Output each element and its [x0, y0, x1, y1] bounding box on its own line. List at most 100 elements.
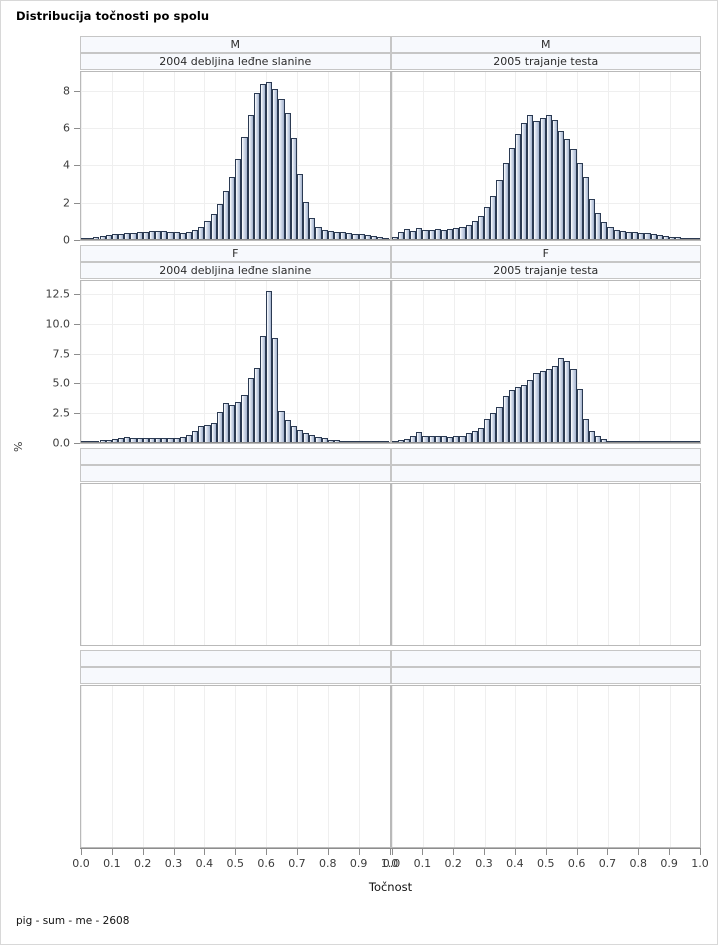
x-axis-tick-mark — [328, 849, 329, 855]
histogram-panel-r3-c2 — [390, 483, 701, 646]
x-axis-tick-mark — [392, 849, 393, 855]
gridline-vertical — [607, 484, 609, 645]
panel-baseline — [391, 442, 700, 443]
y-axis-tick-mark — [74, 128, 80, 129]
panel-header-trait-r4-c2 — [390, 667, 701, 684]
panel-header-trait-r2-c2: 2005 trajanje testa — [390, 262, 701, 279]
panel-header-sex-r3-c1 — [80, 448, 391, 465]
x-axis-tick-label: 0.5 — [226, 857, 245, 870]
x-axis-tick-mark — [112, 849, 113, 855]
y-axis-tick-label: 8 — [63, 84, 70, 98]
histogram-panel-r4-c2 — [390, 685, 701, 848]
gridline-horizontal — [391, 294, 700, 296]
gridline-vertical — [81, 281, 82, 443]
gridline-vertical — [235, 72, 236, 240]
panel-header-trait-r3-c1 — [80, 465, 391, 482]
x-axis-tick-mark — [700, 849, 701, 855]
y-axis-tick-label: 2.5 — [52, 406, 71, 420]
x-axis-tick-label: 0.3 — [164, 857, 183, 870]
x-axis-tick-mark — [669, 849, 670, 855]
gridline-vertical — [266, 686, 267, 847]
gridline-vertical — [453, 72, 455, 240]
panel-header-sex-r4-c1 — [80, 650, 391, 667]
gridline-vertical — [669, 686, 671, 847]
gridline-vertical — [297, 281, 298, 443]
gridline-vertical — [422, 484, 424, 645]
gridline-vertical — [607, 686, 609, 847]
gridline-horizontal — [392, 443, 701, 444]
x-axis-tick-label: 0.0 — [72, 857, 90, 870]
gridline-vertical — [638, 686, 640, 847]
gridline-vertical — [328, 686, 329, 847]
gridline-vertical — [545, 281, 547, 443]
panel-baseline — [391, 239, 700, 240]
x-axis-tick-label: 0.6 — [567, 857, 586, 870]
gridline-vertical — [143, 686, 144, 847]
gridline-vertical — [545, 686, 547, 847]
x-axis-tick-mark — [359, 849, 360, 855]
x-axis-tick-label: 0.9 — [349, 857, 368, 870]
x-axis-tick-label: 0.8 — [629, 857, 648, 870]
y-axis-tick-label: 0 — [63, 233, 70, 247]
gridline-vertical — [235, 484, 236, 645]
gridline-vertical — [453, 484, 455, 645]
x-axis-tick-mark — [577, 849, 578, 855]
gridline-vertical — [607, 281, 609, 443]
gridline-horizontal — [81, 294, 390, 296]
gridline-vertical — [422, 72, 424, 240]
x-axis-tick-mark — [484, 849, 485, 855]
panel-header-trait-r1-c1: 2004 debljina leđne slanine — [80, 53, 391, 70]
gridline-vertical — [701, 72, 702, 240]
gridline-vertical — [204, 281, 205, 443]
gridline-vertical — [638, 72, 640, 240]
y-axis-label: % — [12, 441, 25, 452]
x-axis-tick-label: 1.0 — [691, 857, 709, 870]
y-axis-tick-mark — [74, 240, 80, 241]
y-axis-tick-mark — [74, 383, 80, 384]
histogram-panel-r3-c1 — [80, 483, 391, 646]
y-axis-tick-mark — [74, 354, 80, 355]
gridline-horizontal — [81, 128, 390, 129]
panel-header-trait-r4-c1 — [80, 667, 391, 684]
gridline-vertical — [235, 686, 236, 847]
gridline-vertical — [266, 484, 267, 645]
y-axis-tick-label: 5.0 — [52, 376, 71, 390]
y-axis-tick-mark — [74, 443, 80, 444]
gridline-vertical — [453, 686, 455, 847]
x-axis-tick-label: 0.1 — [413, 857, 432, 870]
gridline-horizontal — [81, 90, 390, 92]
x-axis-label: Točnost — [368, 880, 413, 894]
x-axis-tick-label: 0.8 — [319, 857, 337, 870]
gridline-vertical — [359, 484, 360, 645]
gridline-horizontal — [391, 353, 700, 355]
panel-baseline — [81, 239, 390, 240]
x-axis-tick-mark — [174, 849, 175, 855]
panel-header-trait-r2-c1: 2004 debljina leđne slanine — [80, 262, 391, 279]
x-axis-tick-label: 0.5 — [537, 857, 555, 870]
gridline-vertical — [204, 484, 205, 645]
gridline-vertical — [669, 72, 671, 240]
x-axis-tick-label: 1.0 — [380, 857, 399, 870]
gridline-vertical — [359, 72, 360, 240]
footnote: pig - sum - me - 2608 — [16, 915, 130, 927]
panel-baseline — [81, 442, 390, 443]
panel-header-sex-r2-c1: F — [80, 245, 391, 262]
x-axis-tick-label: 0.7 — [288, 857, 306, 870]
y-axis-tick-label: 0.0 — [52, 436, 71, 450]
x-axis-tick-label: 0.2 — [133, 857, 152, 870]
y-axis-tick-mark — [74, 324, 80, 325]
gridline-vertical — [484, 484, 486, 645]
histogram-panel-r1-c2 — [390, 71, 702, 241]
y-axis-tick-label: 12.5 — [45, 287, 71, 301]
x-axis-tick-mark — [453, 849, 454, 855]
gridline-horizontal — [81, 383, 390, 385]
gridline-vertical — [669, 281, 671, 443]
gridline-vertical — [81, 484, 82, 645]
y-axis-tick-mark — [74, 413, 80, 414]
x-axis-tick-label: 0.1 — [103, 857, 121, 870]
x-axis-tick-mark — [235, 849, 236, 855]
x-axis-tick-mark — [422, 849, 423, 855]
panel-header-sex-r1-c1: M — [80, 36, 391, 53]
gridline-vertical — [359, 281, 360, 443]
y-axis-tick-label: 4 — [63, 158, 70, 172]
